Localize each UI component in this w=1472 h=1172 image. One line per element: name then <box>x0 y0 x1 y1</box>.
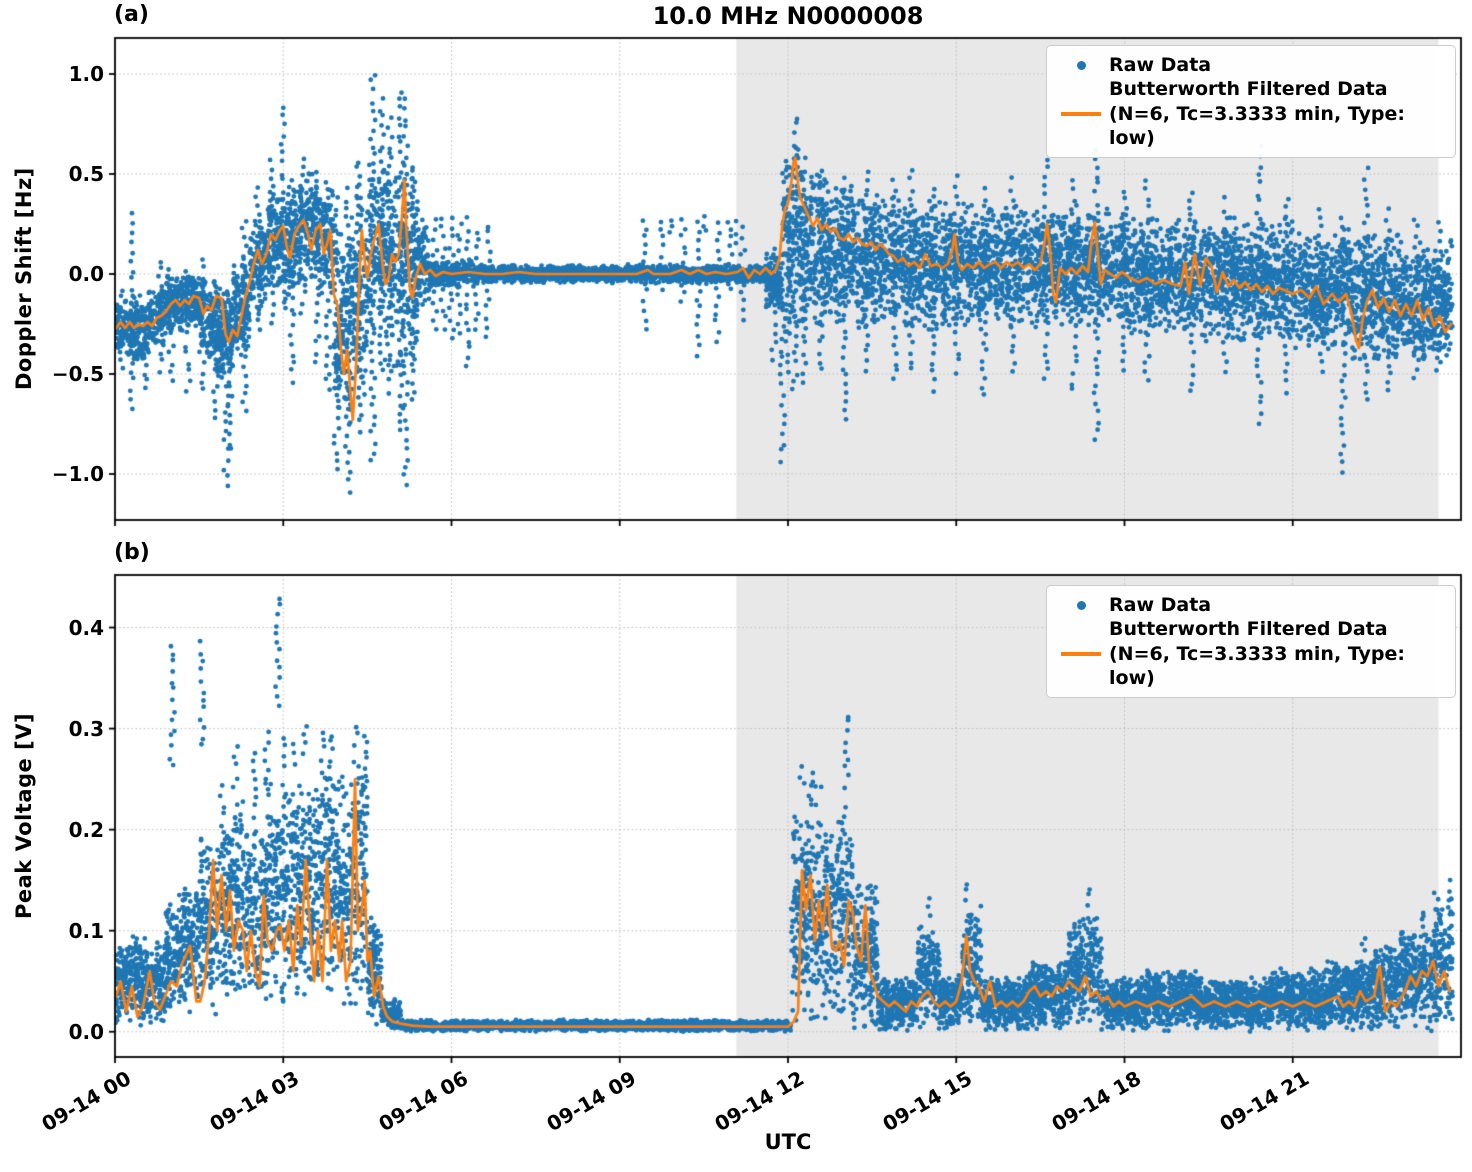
raw-data-dot-icon <box>1053 60 1109 70</box>
page-title: 10.0 MHz N0000008 <box>652 2 924 30</box>
filtered-line-icon <box>1053 652 1109 656</box>
legend-entry-raw: Raw Data <box>1053 53 1445 77</box>
y-tick-label: −1.0 <box>51 462 104 486</box>
y-tick-label: 0.4 <box>68 615 104 640</box>
legend-entry-filtered: Butterworth Filtered Data (N=6, Tc=3.333… <box>1053 617 1445 690</box>
y-tick-label: 0.1 <box>68 918 104 943</box>
y-tick-label: 0.2 <box>68 817 104 842</box>
legend-panel-a: Raw Data Butterworth Filtered Data (N=6,… <box>1046 45 1456 159</box>
legend-raw-label: Raw Data <box>1109 54 1212 76</box>
y-tick-label: 0.0 <box>68 1019 104 1044</box>
x-axis-label: UTC <box>764 1130 812 1154</box>
legend-panel-b: Raw Data Butterworth Filtered Data (N=6,… <box>1046 585 1456 699</box>
legend-filtered-label: Butterworth Filtered Data <box>1109 78 1388 101</box>
raw-data-dot-icon <box>1053 600 1109 610</box>
y-tick-label: 0.3 <box>68 716 104 741</box>
panel-b-tag: (b) <box>114 540 150 565</box>
legend-entry-filtered: Butterworth Filtered Data (N=6, Tc=3.333… <box>1053 77 1445 150</box>
legend-filtered-sublabel: (N=6, Tc=3.3333 min, Type: low) <box>1109 102 1405 149</box>
y-tick-label: −0.5 <box>51 362 104 386</box>
y-tick-label: 1.0 <box>68 62 104 86</box>
legend-filtered-sublabel: (N=6, Tc=3.3333 min, Type: low) <box>1109 642 1405 689</box>
legend-filtered-label: Butterworth Filtered Data <box>1109 618 1388 641</box>
filtered-line-icon <box>1053 112 1109 116</box>
legend-raw-label: Raw Data <box>1109 594 1212 616</box>
panel-a-tag: (a) <box>114 2 149 27</box>
y-tick-label: 0.5 <box>68 162 104 186</box>
legend-entry-raw: Raw Data <box>1053 593 1445 617</box>
y-tick-label: 0.0 <box>68 262 104 286</box>
